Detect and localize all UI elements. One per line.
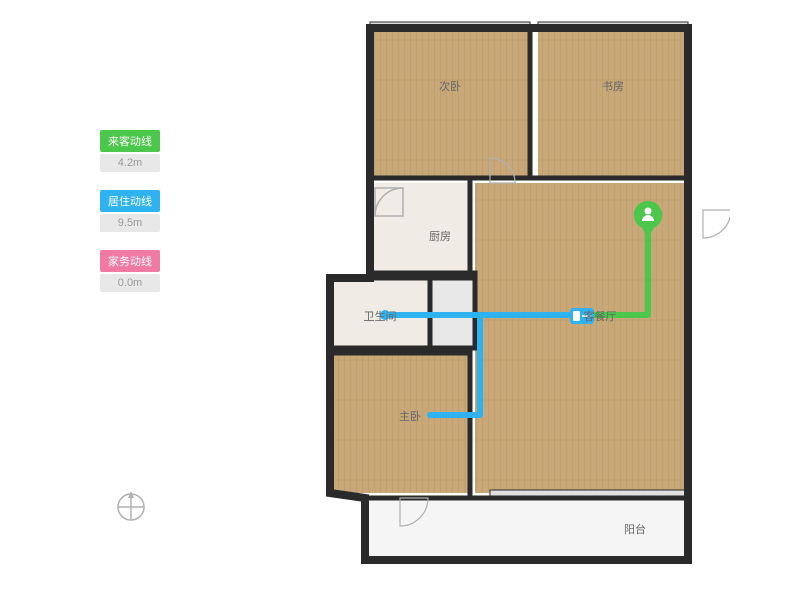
svg-text:卫生间: 卫生间 xyxy=(364,309,397,323)
compass-icon xyxy=(114,490,148,529)
legend-item-living: 居住动线 9.5m xyxy=(100,190,160,232)
svg-text:主卧: 主卧 xyxy=(399,410,421,423)
rooms-group xyxy=(330,28,688,560)
legend-item-house: 家务动线 0.0m xyxy=(100,250,160,292)
legend-label-living: 居住动线 xyxy=(100,190,160,212)
legend: 来客动线 4.2m 居住动线 9.5m 家务动线 0.0m xyxy=(100,130,160,310)
legend-item-guest: 来客动线 4.2m xyxy=(100,130,160,172)
svg-text:阳台: 阳台 xyxy=(624,522,646,536)
legend-value-guest: 4.2m xyxy=(100,154,160,172)
svg-text:次卧: 次卧 xyxy=(439,79,461,93)
legend-label-house: 家务动线 xyxy=(100,250,160,272)
floorplan: 次卧 书房厨房卫生间 客餐厅主卧阳台 xyxy=(290,20,730,580)
svg-text:书房: 书房 xyxy=(602,80,624,93)
legend-value-living: 9.5m xyxy=(100,214,160,232)
svg-text:客餐厅: 客餐厅 xyxy=(584,309,617,323)
legend-value-house: 0.0m xyxy=(100,274,160,292)
svg-text:厨房: 厨房 xyxy=(429,230,451,243)
legend-label-guest: 来客动线 xyxy=(100,130,160,152)
